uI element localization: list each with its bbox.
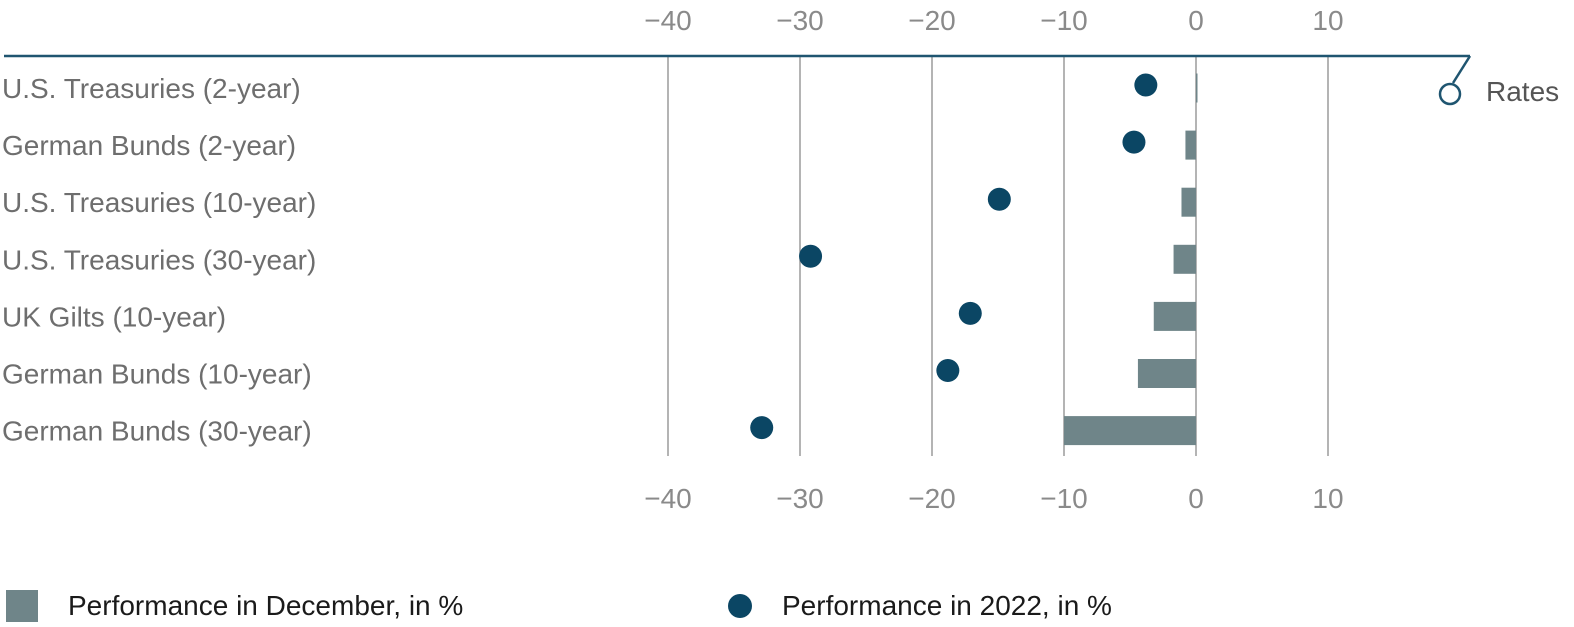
rates-label: Rates [1486, 76, 1559, 107]
category-label: German Bunds (2-year) [2, 130, 296, 161]
legend-december-swatch [6, 590, 38, 622]
category-label: German Bunds (30-year) [2, 416, 312, 447]
category-label: U.S. Treasuries (10-year) [2, 187, 316, 218]
legend-december-label: Performance in December, in % [68, 590, 464, 621]
x-axis-top-ticks: −40 −30 −20 −10 0 10 [644, 5, 1343, 36]
december-bar [1153, 301, 1196, 331]
december-bar [1181, 187, 1196, 217]
category-label: UK Gilts (10-year) [2, 301, 226, 332]
december-bar [1064, 416, 1196, 446]
x-tick-label-bottom: −10 [1040, 483, 1088, 514]
year-2022-dot [958, 301, 982, 325]
x-tick-label-top: −40 [644, 5, 692, 36]
december-bar [1196, 73, 1198, 103]
category-label: U.S. Treasuries (30-year) [2, 244, 316, 275]
year-2022-dot [750, 416, 774, 440]
year-2022-dot [936, 359, 960, 382]
x-tick-label-top: 10 [1312, 5, 1343, 36]
december-bar [1137, 359, 1196, 388]
year-2022-dot [987, 187, 1011, 211]
x-tick-label-top: −30 [776, 5, 824, 36]
year-2022-dot [1122, 130, 1146, 154]
x-tick-label-bottom: −30 [776, 483, 824, 514]
gridlines [667, 57, 1329, 456]
legend-december: Performance in December, in % [6, 586, 463, 626]
x-tick-label-top: −10 [1040, 5, 1088, 36]
legend-2022-swatch [728, 594, 752, 618]
legend-2022: Performance in 2022, in % [728, 586, 1112, 626]
category-label: U.S. Treasuries (2-year) [2, 73, 301, 104]
rates-marker-icon [1438, 55, 1472, 106]
x-tick-label-bottom: 10 [1312, 483, 1343, 514]
x-tick-label-bottom: 0 [1188, 483, 1204, 514]
x-tick-label-bottom: −20 [908, 483, 956, 514]
category-label: German Bunds (10-year) [2, 359, 312, 390]
legend-2022-label: Performance in 2022, in % [782, 590, 1112, 621]
year-2022-dot [799, 244, 823, 268]
year-2022-dots [750, 73, 1158, 440]
x-tick-label-bottom: −40 [644, 483, 692, 514]
category-labels: U.S. Treasuries (2-year) German Bunds (2-… [2, 73, 316, 447]
december-bar [1173, 244, 1196, 274]
chart-canvas: −40 −30 −20 −10 0 10 −40 −30 −20 −10 0 10 Rates U.… [2, 5, 1559, 514]
x-axis-bottom-ticks: −40 −30 −20 −10 0 10 [644, 483, 1343, 514]
x-tick-label-top: −20 [908, 5, 956, 36]
year-2022-dot [1134, 73, 1158, 97]
december-bars [1064, 73, 1198, 446]
december-bar [1185, 130, 1196, 160]
x-tick-label-top: 0 [1188, 5, 1204, 36]
